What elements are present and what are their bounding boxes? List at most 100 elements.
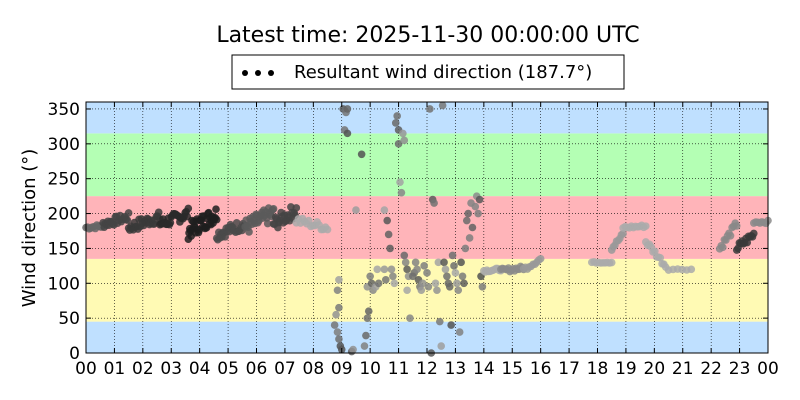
data-point <box>440 258 448 267</box>
x-tick-label: 02 <box>132 359 154 379</box>
data-point <box>438 101 447 110</box>
data-point <box>221 233 229 241</box>
data-point <box>457 258 465 267</box>
data-point <box>335 303 343 312</box>
data-point <box>380 265 389 274</box>
data-point <box>362 331 370 340</box>
x-tick-label: 08 <box>303 359 325 379</box>
data-point <box>400 136 409 145</box>
data-point <box>450 262 458 270</box>
data-point <box>749 229 758 238</box>
data-point <box>464 209 473 218</box>
data-point <box>471 202 480 211</box>
x-tick-label: 19 <box>615 359 637 379</box>
data-point <box>343 105 352 113</box>
data-point <box>441 265 450 274</box>
data-point <box>401 258 410 267</box>
x-tick-label: 18 <box>587 359 609 379</box>
data-point <box>393 112 401 120</box>
data-point <box>465 234 474 242</box>
data-point <box>166 218 175 227</box>
data-point <box>332 310 340 319</box>
x-tick-label: 05 <box>217 359 239 379</box>
data-point <box>420 262 428 270</box>
data-point <box>424 282 433 291</box>
data-point <box>426 105 434 113</box>
legend-box <box>231 54 625 90</box>
data-point <box>154 208 163 217</box>
data-point <box>434 258 443 267</box>
data-point <box>343 129 352 138</box>
data-point <box>335 275 343 284</box>
data-point <box>124 209 133 217</box>
legend: Resultant wind direction (187.7°) <box>231 54 625 90</box>
data-point <box>386 244 394 253</box>
data-point <box>263 219 272 228</box>
y-tick-label: 350 <box>48 100 80 120</box>
data-point <box>304 216 313 225</box>
x-tick-label: 01 <box>104 359 126 379</box>
data-point <box>330 321 339 329</box>
data-point <box>381 275 390 284</box>
y-tick-label: 100 <box>48 274 80 294</box>
data-point <box>418 279 427 288</box>
x-tick-label: 22 <box>700 359 722 379</box>
x-tick-label: 06 <box>246 359 268 379</box>
x-tick-label: 17 <box>558 359 580 379</box>
data-point <box>390 279 399 288</box>
data-point <box>468 223 477 232</box>
x-tick-label: 13 <box>445 359 467 379</box>
chart-title: Latest time: 2025-11-30 00:00:00 UTC <box>216 23 639 48</box>
x-tick-label: 14 <box>473 359 495 379</box>
data-point <box>374 279 383 288</box>
data-point <box>383 216 392 225</box>
x-tick-label: 09 <box>331 359 353 379</box>
data-point <box>352 206 360 214</box>
data-point <box>478 282 487 291</box>
data-point <box>619 229 627 238</box>
data-point <box>396 178 404 186</box>
data-point <box>430 199 438 207</box>
data-point <box>435 317 444 326</box>
data-point <box>642 222 650 230</box>
data-point <box>364 307 373 315</box>
data-point <box>384 230 393 239</box>
data-point <box>184 204 193 213</box>
data-point <box>363 314 372 322</box>
data-point <box>357 150 366 159</box>
y-tick-label: 200 <box>48 205 80 225</box>
data-point <box>349 345 357 354</box>
x-tick-label: 10 <box>359 359 381 379</box>
data-point <box>333 328 342 336</box>
data-point <box>536 254 545 263</box>
data-point <box>423 269 431 277</box>
data-point <box>726 231 735 240</box>
data-point <box>732 222 741 230</box>
legend-marker <box>268 70 274 76</box>
data-point <box>292 204 301 212</box>
data-point <box>391 119 400 127</box>
x-tick-label: 00 <box>75 359 97 379</box>
data-point <box>445 282 454 291</box>
data-point <box>656 253 665 262</box>
x-tick-label: 20 <box>644 359 666 379</box>
data-point <box>413 265 421 274</box>
data-point <box>461 244 470 253</box>
y-tick-label: 250 <box>48 170 80 190</box>
data-point <box>323 225 332 234</box>
x-tick-label: 16 <box>530 359 552 379</box>
x-tick-label: 21 <box>672 359 694 379</box>
data-point <box>400 251 409 260</box>
data-point <box>411 258 420 267</box>
data-point <box>462 216 471 225</box>
x-tick-label: 15 <box>501 359 523 379</box>
data-point <box>403 265 411 274</box>
data-point <box>453 279 461 288</box>
data-point <box>380 206 389 214</box>
data-point <box>403 286 411 295</box>
data-point <box>433 286 441 295</box>
y-tick-label: 300 <box>48 135 80 155</box>
data-point <box>443 272 451 281</box>
data-point <box>460 279 468 288</box>
